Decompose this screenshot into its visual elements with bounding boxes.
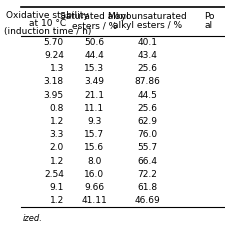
Text: 9.1: 9.1	[50, 183, 64, 192]
Text: 1.3: 1.3	[50, 64, 64, 73]
Text: 11.1: 11.1	[84, 104, 105, 113]
Text: 3.49: 3.49	[84, 77, 104, 86]
Text: 15.3: 15.3	[84, 64, 105, 73]
Text: (induction time / h): (induction time / h)	[4, 27, 91, 36]
Text: 76.0: 76.0	[137, 130, 158, 139]
Text: alkyl esters / %: alkyl esters / %	[113, 21, 182, 30]
Text: 16.0: 16.0	[84, 170, 105, 179]
Text: al: al	[205, 21, 213, 30]
Text: 15.7: 15.7	[84, 130, 105, 139]
Text: 40.1: 40.1	[137, 38, 158, 47]
Text: 0.8: 0.8	[50, 104, 64, 113]
Text: 8.0: 8.0	[87, 157, 102, 166]
Text: 25.6: 25.6	[137, 104, 158, 113]
Text: 66.4: 66.4	[137, 157, 158, 166]
Text: 3.18: 3.18	[44, 77, 64, 86]
Text: 2.54: 2.54	[44, 170, 64, 179]
Text: 44.5: 44.5	[137, 91, 158, 100]
Text: 46.69: 46.69	[135, 196, 160, 205]
Text: 41.11: 41.11	[82, 196, 107, 205]
Text: 43.4: 43.4	[137, 51, 158, 60]
Text: 87.86: 87.86	[135, 77, 160, 86]
Text: ized.: ized.	[23, 214, 43, 223]
Text: 2.0: 2.0	[50, 143, 64, 152]
Text: 1.2: 1.2	[50, 196, 64, 205]
Text: 9.24: 9.24	[44, 51, 64, 60]
Text: esters / %: esters / %	[72, 21, 117, 30]
Text: 61.8: 61.8	[137, 183, 158, 192]
Text: 15.6: 15.6	[84, 143, 105, 152]
Text: 9.66: 9.66	[84, 183, 105, 192]
Text: Po: Po	[205, 12, 215, 21]
Text: 50.6: 50.6	[84, 38, 105, 47]
Text: 9.3: 9.3	[87, 117, 102, 126]
Text: 5.70: 5.70	[44, 38, 64, 47]
Text: 72.2: 72.2	[137, 170, 158, 179]
Text: 1.2: 1.2	[50, 117, 64, 126]
Text: 62.9: 62.9	[137, 117, 158, 126]
Text: 3.3: 3.3	[50, 130, 64, 139]
Text: 1.2: 1.2	[50, 157, 64, 166]
Text: Oxidative stability: Oxidative stability	[6, 11, 89, 20]
Text: 44.4: 44.4	[85, 51, 104, 60]
Text: 25.6: 25.6	[137, 64, 158, 73]
Text: 21.1: 21.1	[84, 91, 104, 100]
Text: at 10 °C: at 10 °C	[29, 19, 66, 28]
Text: 3.95: 3.95	[44, 91, 64, 100]
Text: 55.7: 55.7	[137, 143, 158, 152]
Text: Saturated alkyl: Saturated alkyl	[60, 12, 129, 21]
Text: Monounsaturated: Monounsaturated	[108, 12, 187, 21]
